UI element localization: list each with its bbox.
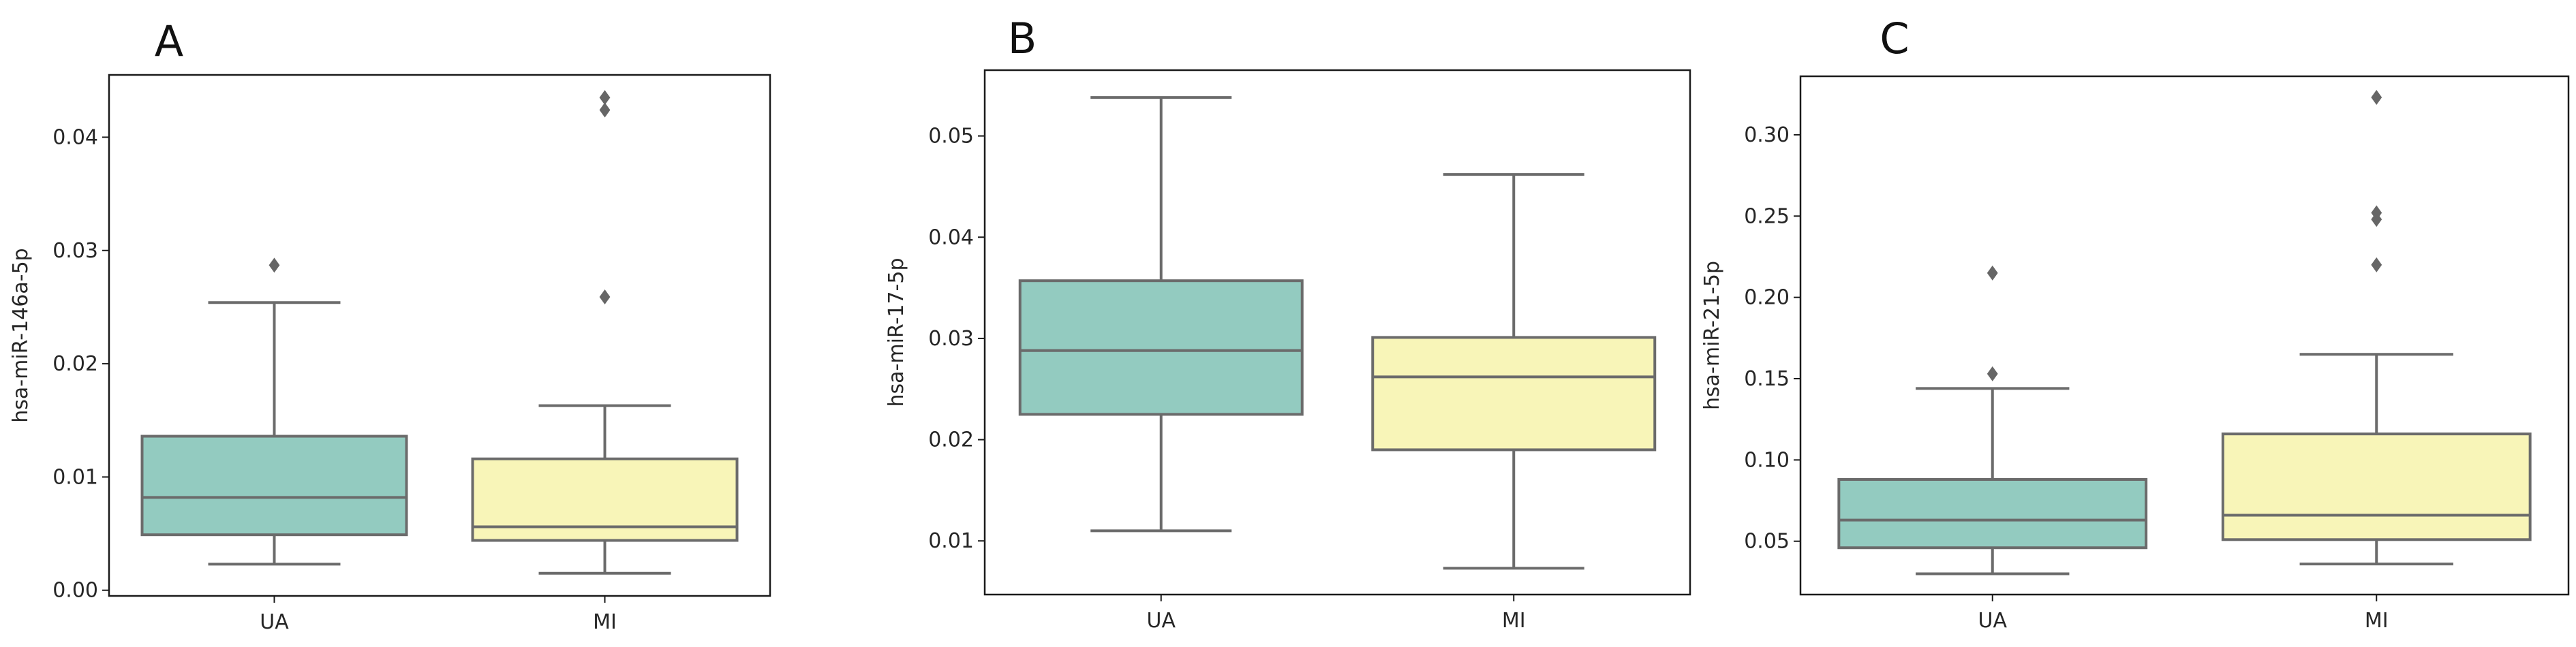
x-tick-label: UA [1978, 609, 2008, 633]
y-tick-label: 0.03 [928, 327, 974, 351]
box-mi [2221, 90, 2532, 566]
plot-frame [983, 69, 1691, 596]
y-tick-label: 0.10 [1744, 448, 1790, 472]
box-mi [1371, 173, 1657, 570]
y-tick-label: 0.05 [928, 125, 974, 148]
outlier-point [599, 289, 611, 304]
outlier-point [269, 257, 280, 273]
box-iqr [140, 435, 408, 537]
plot-frame [108, 74, 771, 597]
y-tick-label: 0.01 [52, 465, 98, 489]
y-tick-label: 0.02 [928, 428, 974, 452]
box-iqr [2221, 432, 2532, 541]
outlier-point [2371, 257, 2382, 272]
outlier-point [1987, 265, 1998, 281]
y-axis-title: hsa-miR-146a-5p [9, 248, 33, 422]
x-tick-label: MI [1502, 609, 1526, 633]
box-ua [1837, 265, 2148, 575]
panel-letter: C [1880, 14, 1909, 63]
outlier-point [599, 90, 611, 106]
x-tick-label: MI [2365, 609, 2389, 633]
y-axis-title: hsa-miR-21-5p [1700, 261, 1724, 410]
y-tick-label: 0.05 [1744, 530, 1790, 554]
y-tick-label: 0.01 [928, 529, 974, 553]
outlier-point [1987, 366, 1998, 381]
box-iqr [1837, 477, 2148, 550]
box-ua [1018, 96, 1304, 533]
x-tick-label: UA [260, 610, 289, 634]
y-tick-label: 0.30 [1744, 123, 1790, 147]
plot-frame [1799, 75, 2570, 596]
y-tick-label: 0.15 [1744, 367, 1790, 391]
y-axis-title: hsa-miR-17-5p [885, 258, 908, 407]
panel-letter: A [155, 16, 183, 66]
x-tick-label: UA [1147, 609, 1176, 633]
y-tick-label: 0.25 [1744, 204, 1790, 228]
y-tick-label: 0.03 [52, 239, 98, 263]
y-tick-label: 0.04 [52, 125, 98, 149]
y-tick-label: 0.00 [52, 579, 98, 603]
outlier-point [599, 102, 611, 118]
box-iqr [1371, 336, 1657, 452]
y-tick-label: 0.04 [928, 225, 974, 249]
y-tick-label: 0.02 [52, 352, 98, 376]
panel-letter: B [1008, 14, 1037, 63]
x-tick-label: MI [593, 610, 617, 634]
outlier-point [2371, 205, 2382, 221]
box-mi [471, 90, 739, 575]
box-iqr [1018, 279, 1304, 416]
y-tick-label: 0.20 [1744, 286, 1790, 310]
box-ua [140, 257, 408, 566]
outlier-point [2371, 90, 2382, 106]
